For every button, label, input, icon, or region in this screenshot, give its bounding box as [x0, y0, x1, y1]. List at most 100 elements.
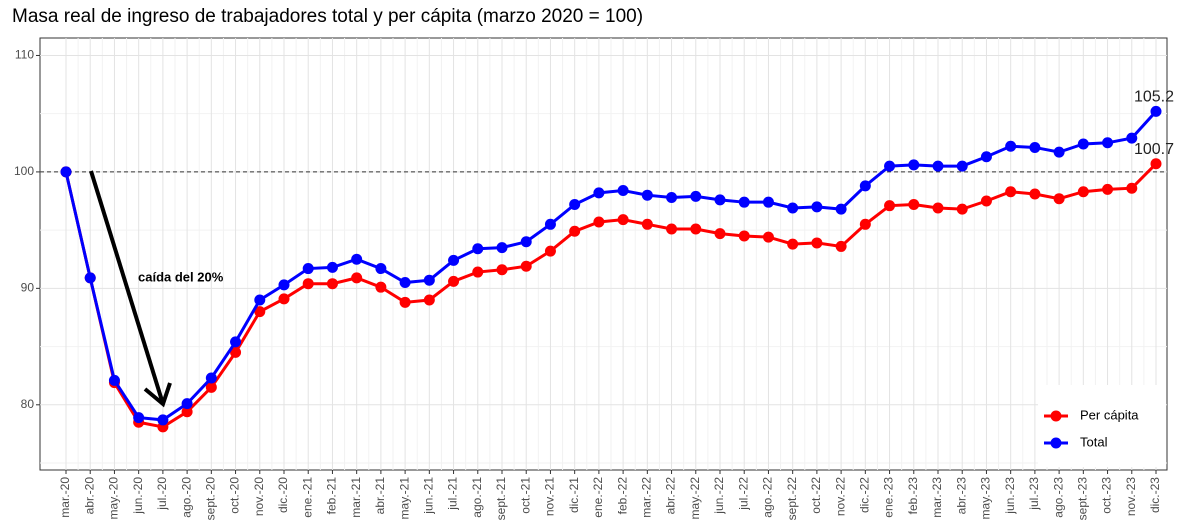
x-tick-label: abr.-21: [373, 477, 387, 515]
point: [932, 160, 944, 172]
x-tick-label: sept.-23: [1076, 477, 1090, 521]
legend-marker: [1050, 437, 1062, 449]
x-tick-label: mar.-20: [58, 477, 72, 518]
point: [1053, 193, 1065, 205]
point: [423, 274, 435, 286]
point: [399, 296, 411, 308]
point: [593, 216, 605, 228]
point: [1005, 140, 1017, 152]
point: [738, 230, 750, 242]
point: [108, 374, 120, 386]
x-tick-label: nov.-21: [543, 477, 557, 516]
point: [302, 278, 314, 290]
x-tick-label: oct.-23: [1100, 477, 1114, 514]
point: [472, 243, 484, 255]
point: [448, 275, 460, 287]
point: [181, 406, 193, 418]
point: [496, 264, 508, 276]
x-tick-label: sept.-20: [204, 477, 218, 521]
arrow: [89, 170, 165, 405]
point: [835, 240, 847, 252]
point: [472, 266, 484, 278]
point: [617, 214, 629, 226]
point: [302, 263, 314, 275]
point: [714, 228, 726, 240]
x-tick-label: mar.-21: [349, 477, 363, 518]
point: [375, 281, 387, 293]
legend-label: Total: [1080, 434, 1108, 449]
point: [230, 346, 242, 358]
point: [496, 242, 508, 254]
point: [884, 200, 896, 212]
point: [762, 231, 774, 243]
point: [835, 203, 847, 215]
point: [690, 190, 702, 202]
point: [956, 203, 968, 215]
x-tick-label: may.-22: [688, 477, 702, 520]
x-tick-label: feb.-23: [906, 477, 920, 515]
x-tick-label: feb.-22: [615, 477, 629, 515]
x-tick-label: nov.-23: [1124, 477, 1138, 516]
point: [884, 160, 896, 172]
point: [1077, 138, 1089, 150]
point: [278, 293, 290, 305]
x-tick-label: jun.-22: [712, 477, 726, 515]
point: [1077, 186, 1089, 198]
point: [787, 202, 799, 214]
legend-label: Per cápita: [1080, 407, 1139, 422]
x-tick-label: oct.-20: [228, 477, 242, 514]
point: [326, 278, 338, 290]
x-tick-label: may.-21: [397, 477, 411, 520]
x-tick-label: mar.-23: [930, 477, 944, 518]
y-tick-label: 100: [14, 164, 34, 178]
x-tick-label: ene.-23: [882, 477, 896, 518]
x-tick-label: ago.-22: [761, 477, 775, 518]
x-tick-label: feb.-21: [325, 477, 339, 515]
point: [423, 294, 435, 306]
annotation: caída del 20%: [138, 269, 224, 284]
legend-marker: [1050, 410, 1062, 422]
point: [1150, 105, 1162, 117]
point: [205, 381, 217, 393]
point: [980, 195, 992, 207]
point: [230, 336, 242, 348]
chart-title: Masa real de ingreso de trabajadores tot…: [12, 6, 643, 27]
x-tick-label: oct.-21: [518, 477, 532, 514]
point: [205, 372, 217, 384]
x-tick-label: ago.-23: [1051, 477, 1065, 518]
point: [254, 294, 266, 306]
point: [544, 245, 556, 257]
x-tick-label: dic.-23: [1148, 477, 1162, 513]
point: [326, 261, 338, 273]
point: [738, 196, 750, 208]
point: [641, 189, 653, 201]
x-tick-label: jun.-20: [131, 477, 145, 515]
point: [351, 272, 363, 284]
point: [278, 279, 290, 291]
x-tick-label: jul.-23: [1027, 477, 1041, 511]
x-tick-label: nov.-20: [252, 477, 266, 516]
point: [617, 185, 629, 197]
legend-box: [1038, 385, 1166, 467]
point: [762, 196, 774, 208]
point: [908, 199, 920, 211]
point: [84, 272, 96, 284]
point: [60, 166, 72, 178]
point: [690, 223, 702, 235]
point: [1029, 141, 1041, 153]
point: [254, 306, 266, 318]
point: [714, 194, 726, 206]
x-tick-label: sept.-22: [785, 477, 799, 521]
point: [181, 398, 193, 410]
point: [908, 159, 920, 171]
point: [544, 218, 556, 230]
x-tick-label: ene.-22: [591, 477, 605, 518]
x-tick-label: ago.-21: [470, 477, 484, 518]
point: [666, 192, 678, 204]
point: [569, 199, 581, 211]
point: [859, 180, 871, 192]
point: [641, 218, 653, 230]
point: [932, 202, 944, 214]
point: [811, 201, 823, 213]
